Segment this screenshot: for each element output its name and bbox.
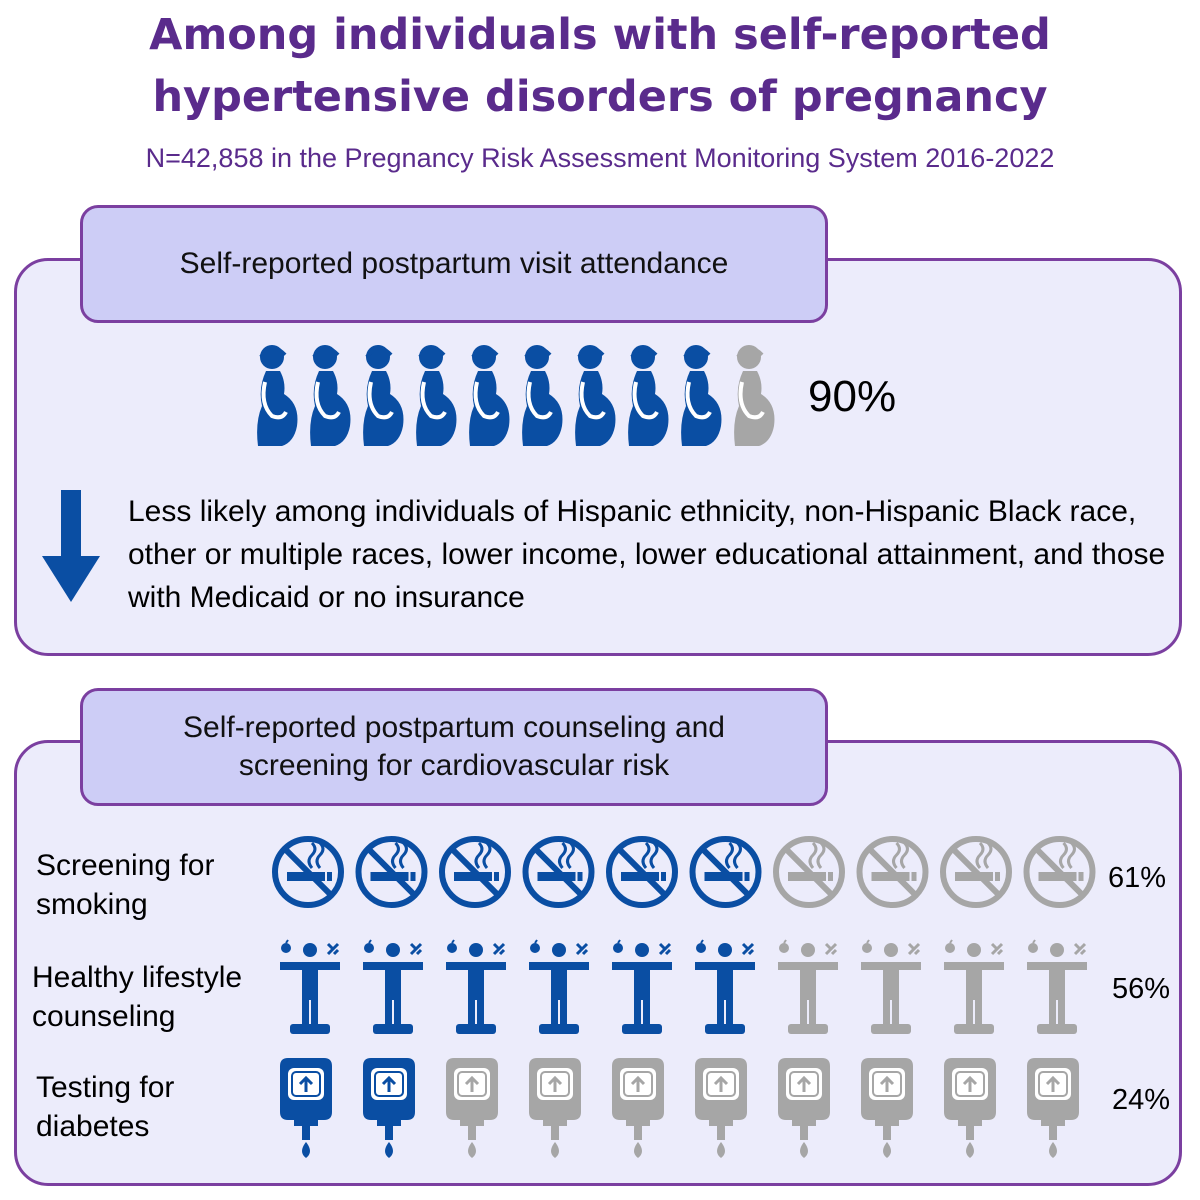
glucose-meter-icon-5-empty bbox=[612, 1058, 664, 1158]
glucose-meter-icon-row bbox=[280, 1058, 1079, 1158]
lifestyle-label: Healthy lifestyle counseling bbox=[32, 958, 242, 1036]
glucose-meter-icon-10-empty bbox=[1027, 1058, 1079, 1158]
healthy-lifestyle-icon-3-filled bbox=[446, 939, 506, 1034]
no-smoking-icon-7-empty bbox=[773, 836, 845, 908]
no-smoking-icon-8-empty bbox=[856, 836, 929, 908]
attendance-percent: 90% bbox=[808, 372, 897, 421]
smoking-label: Screening for smoking bbox=[36, 846, 214, 924]
counseling-heading: Self-reported postpartum counseling and … bbox=[80, 688, 828, 806]
glucose-meter-icon-7-empty bbox=[778, 1058, 830, 1158]
healthy-lifestyle-icon-4-filled bbox=[529, 939, 589, 1034]
glucose-meter-icon-8-empty bbox=[861, 1058, 913, 1158]
healthy-lifestyle-icon-1-filled bbox=[280, 939, 340, 1034]
page-title-line1: Among individuals with self-reported bbox=[149, 10, 1051, 60]
smoking-label-line1: Screening for bbox=[36, 849, 215, 882]
attendance-heading-text: Self-reported postpartum visit attendanc… bbox=[179, 247, 729, 280]
glucose-meter-icon-3-empty bbox=[446, 1058, 498, 1158]
diabetes-label-line2: diabetes bbox=[36, 1110, 150, 1143]
healthy-lifestyle-icon-row bbox=[280, 939, 1087, 1034]
no-smoking-icon-5-filled bbox=[606, 836, 678, 908]
diabetes-percent: 24% bbox=[1112, 1084, 1171, 1116]
pregnant-woman-icon-4-filled bbox=[416, 345, 457, 446]
diabetes-label: Testing for diabetes bbox=[36, 1068, 174, 1146]
attendance-heading: Self-reported postpartum visit attendanc… bbox=[80, 205, 828, 323]
page-subtitle: N=42,858 in the Pregnancy Risk Assessmen… bbox=[145, 143, 1055, 173]
counseling-heading-line2: screening for cardiovascular risk bbox=[238, 749, 670, 782]
pregnant-woman-icon-1-filled bbox=[257, 345, 298, 446]
glucose-meter-icon-1-filled bbox=[280, 1058, 332, 1158]
lifestyle-label-line2: counseling bbox=[32, 1000, 176, 1033]
smoking-label-line2: smoking bbox=[36, 888, 148, 921]
no-smoking-icon-2-filled bbox=[355, 836, 428, 908]
pregnant-woman-icon-8-filled bbox=[628, 345, 669, 446]
pregnant-woman-icon-7-filled bbox=[575, 345, 616, 446]
glucose-meter-icon-4-empty bbox=[529, 1058, 581, 1158]
pregnant-woman-icon-10-empty bbox=[734, 345, 775, 446]
no-smoking-icon-row bbox=[272, 836, 1096, 908]
glucose-meter-icon-6-empty bbox=[695, 1058, 747, 1158]
no-smoking-icon-6-filled bbox=[689, 836, 762, 908]
smoking-percent: 61% bbox=[1108, 862, 1167, 894]
no-smoking-icon-3-filled bbox=[439, 836, 511, 908]
pregnant-woman-icon-2-filled bbox=[310, 345, 351, 446]
counseling-heading-line1: Self-reported postpartum counseling and bbox=[183, 711, 725, 744]
no-smoking-icon-4-filled bbox=[522, 836, 595, 908]
healthy-lifestyle-icon-6-filled bbox=[695, 939, 755, 1034]
pregnant-woman-icon-9-filled bbox=[681, 345, 722, 446]
no-smoking-icon-10-empty bbox=[1023, 836, 1096, 908]
healthy-lifestyle-icon-10-empty bbox=[1027, 939, 1087, 1034]
page-title-line2: hypertensive disorders of pregnancy bbox=[152, 72, 1048, 122]
no-smoking-icon-9-empty bbox=[940, 836, 1012, 908]
attendance-description: Less likely among individuals of Hispani… bbox=[128, 495, 1166, 614]
diabetes-label-line1: Testing for bbox=[36, 1071, 175, 1104]
pregnant-woman-icon-3-filled bbox=[363, 345, 404, 446]
down-arrow-icon bbox=[42, 490, 100, 602]
healthy-lifestyle-icon-8-empty bbox=[861, 939, 921, 1034]
glucose-meter-icon-2-filled bbox=[363, 1058, 415, 1158]
healthy-lifestyle-icon-7-empty bbox=[778, 939, 838, 1034]
lifestyle-percent: 56% bbox=[1112, 973, 1171, 1005]
lifestyle-label-line1: Healthy lifestyle bbox=[32, 961, 243, 994]
no-smoking-icon-1-filled bbox=[272, 836, 344, 908]
healthy-lifestyle-icon-9-empty bbox=[944, 939, 1004, 1034]
pregnant-woman-icon-6-filled bbox=[522, 345, 563, 446]
attendance-panel bbox=[14, 258, 1182, 656]
healthy-lifestyle-icon-5-filled bbox=[612, 939, 672, 1034]
glucose-meter-icon-9-empty bbox=[944, 1058, 996, 1158]
pregnant-woman-icon-5-filled bbox=[469, 345, 510, 446]
healthy-lifestyle-icon-2-filled bbox=[363, 939, 423, 1034]
pregnant-woman-icon-row bbox=[257, 345, 775, 446]
